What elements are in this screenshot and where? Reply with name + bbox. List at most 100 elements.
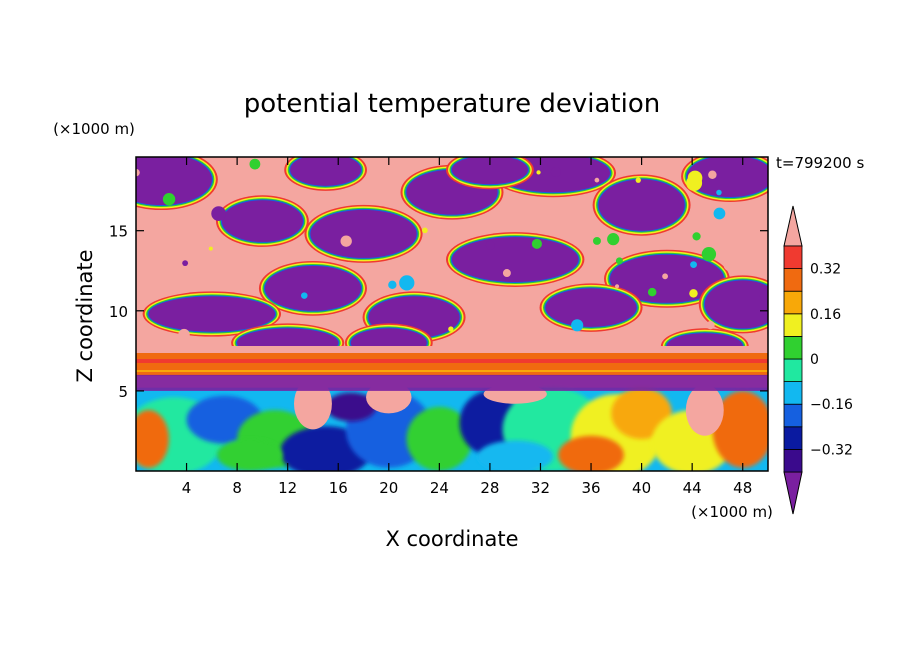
band-orange-3	[136, 372, 768, 376]
x-tick-label: 32	[531, 479, 550, 497]
blob-core	[310, 209, 417, 258]
heatmap-field	[136, 157, 768, 471]
blob-core	[598, 179, 685, 231]
x-tick-label: 16	[329, 479, 348, 497]
field-speck	[340, 235, 352, 247]
colorbar-box	[783, 268, 803, 292]
blob-core	[452, 237, 579, 282]
field-speck	[301, 292, 308, 299]
x-tick-label: 44	[683, 479, 702, 497]
lower-blob	[558, 435, 624, 471]
field-blob	[142, 291, 282, 337]
field-speck	[485, 240, 495, 250]
field-speck	[635, 177, 641, 183]
field-speck	[211, 206, 226, 221]
field-speck	[536, 170, 541, 175]
field-speck	[178, 328, 190, 341]
field-blob	[136, 157, 218, 211]
field-speck	[594, 177, 600, 183]
field-speck	[690, 261, 697, 269]
lower-blob	[216, 438, 283, 471]
field-blob	[592, 174, 691, 236]
band-orange-2	[136, 363, 768, 371]
field-blob	[215, 195, 309, 247]
field-speck	[692, 232, 701, 241]
field-blob	[539, 283, 643, 332]
colorbar-box	[783, 448, 803, 473]
field-speck	[716, 189, 722, 196]
colorbar-label: 0.16	[810, 307, 841, 323]
field-speck	[614, 284, 620, 289]
field-speck	[249, 158, 261, 170]
field-speck	[208, 246, 213, 251]
field-blob	[446, 232, 585, 287]
blob-core	[136, 157, 212, 206]
field-blob	[304, 204, 423, 263]
y-tick-label: 15	[109, 223, 128, 241]
colorbar-box	[783, 426, 803, 450]
x-axis: 4 8 12 16 20 24 28 32 36 40 44 48	[182, 157, 752, 497]
x-axis-label: X coordinate	[385, 527, 518, 551]
colorbar-box	[783, 245, 803, 270]
field-speck	[531, 238, 542, 249]
field-speck	[723, 258, 737, 272]
band-red	[136, 359, 768, 363]
lower-top-purple	[136, 374, 768, 391]
lower-pink	[685, 384, 724, 436]
field-speck	[422, 227, 428, 234]
field-blob	[681, 157, 768, 203]
x-tick-label: 28	[480, 479, 499, 497]
field-blob	[446, 157, 534, 190]
field-speck	[571, 319, 584, 332]
field-speck	[162, 193, 176, 206]
field-speck	[592, 236, 601, 245]
colorbar: −0.32 −0.16 0 0.16 0.32	[783, 205, 853, 515]
colorbar-extend-bottom	[783, 471, 803, 515]
band-pink-top	[136, 346, 768, 356]
lower-blob	[712, 390, 768, 468]
colorbar-box	[783, 403, 803, 428]
field-speck	[759, 290, 768, 302]
field-speck	[136, 168, 140, 177]
band-yellow-line	[136, 370, 768, 372]
y-axis-label: Z coordinate	[73, 249, 97, 382]
x-tick-label: 36	[581, 479, 600, 497]
blob-core	[545, 288, 637, 327]
x-unit-label: (×1000 m)	[691, 503, 773, 521]
colorbar-label: 0	[810, 352, 819, 368]
y-tick-label: 10	[109, 303, 128, 321]
y-axis: 5 10 15	[109, 223, 768, 401]
field-speck	[647, 287, 657, 297]
field-speck	[550, 166, 562, 178]
lower-field	[136, 374, 768, 471]
y-unit-label: (×1000 m)	[53, 120, 135, 138]
blob-core	[148, 296, 276, 332]
stable-band	[136, 346, 768, 376]
field-speck	[713, 207, 726, 220]
field-speck	[607, 233, 620, 246]
field-speck	[706, 320, 715, 330]
colorbar-label: −0.32	[810, 442, 853, 458]
field-speck	[502, 269, 511, 278]
time-label: t=799200 s	[776, 154, 864, 172]
lower-blob	[406, 406, 473, 471]
field-blob	[258, 260, 367, 316]
blob-core	[264, 265, 361, 311]
blob-core	[290, 157, 361, 186]
field-blob	[490, 157, 616, 198]
x-tick-label: 20	[379, 479, 398, 497]
field-speck	[689, 289, 698, 298]
field-speck	[388, 280, 397, 290]
colorbar-box	[783, 290, 803, 315]
colorbar-box	[783, 335, 803, 360]
colorbar-label: −0.16	[810, 397, 853, 413]
field-blob	[698, 275, 768, 334]
field-speck	[701, 246, 717, 262]
x-tick-label: 40	[632, 479, 651, 497]
lower-blob	[136, 410, 169, 468]
x-tick-label: 24	[430, 479, 449, 497]
colorbar-extend-top	[783, 205, 803, 247]
blob-core	[704, 280, 768, 329]
blob-core	[452, 157, 528, 185]
field-speck	[615, 257, 623, 265]
